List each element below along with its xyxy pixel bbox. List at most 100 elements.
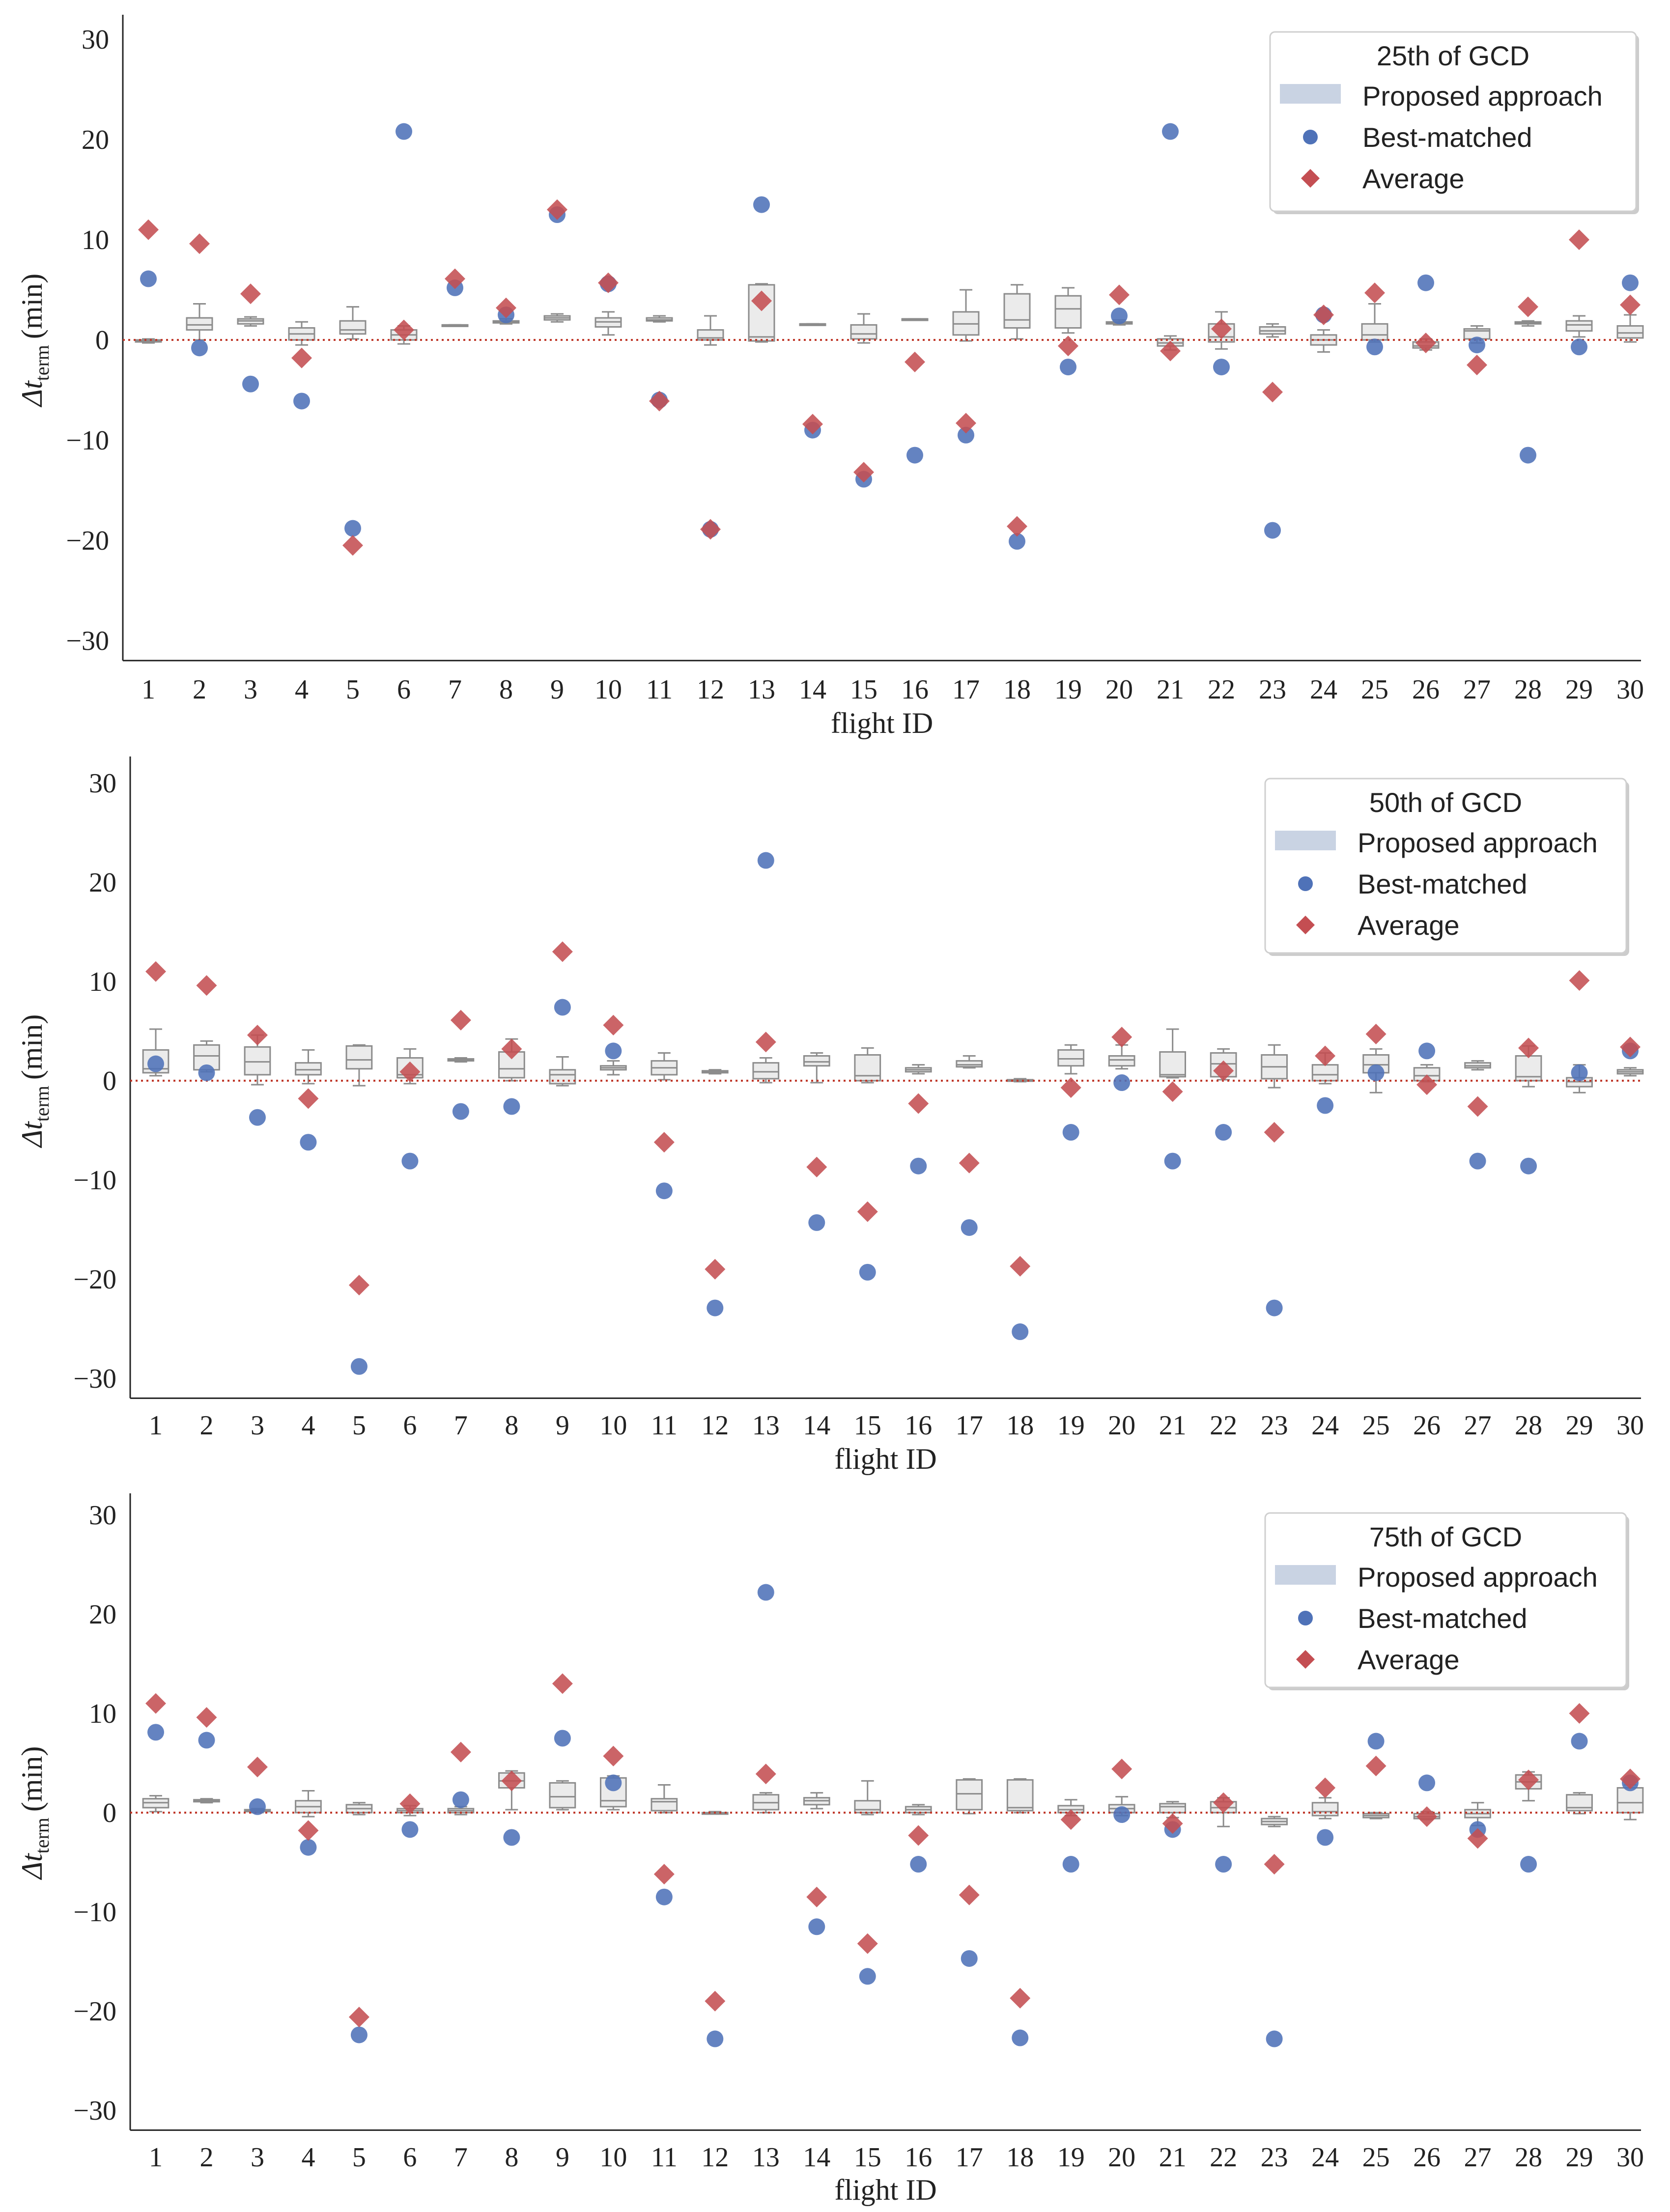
- box-body: [186, 317, 213, 331]
- x-tick-label: 7: [448, 674, 462, 705]
- best-matched-point: [1417, 274, 1434, 291]
- x-tick-label: 15: [854, 1410, 881, 1441]
- x-tick-label: 11: [651, 2142, 678, 2173]
- x-tick-label: 9: [550, 674, 564, 705]
- average-point: [1620, 1768, 1641, 1790]
- average-point: [1111, 1027, 1132, 1048]
- x-axis-label: flight ID: [834, 2174, 936, 2206]
- x-tick-label: 30: [1616, 674, 1644, 705]
- box-27: [1464, 1060, 1491, 1071]
- legend-label: Best-matched: [1362, 122, 1532, 153]
- best-matched-point: [910, 1157, 927, 1175]
- average-point: [196, 975, 217, 996]
- y-tick-label: 30: [89, 768, 116, 799]
- average-point: [1213, 1060, 1234, 1081]
- legend: 50th of GCD Proposed approach Best-matched…: [1264, 778, 1629, 956]
- average-point: [298, 1820, 319, 1841]
- x-tick-label: 4: [295, 674, 309, 705]
- legend: 25th of GCD Proposed approach Best-matched…: [1269, 31, 1639, 214]
- legend-title: 25th of GCD: [1377, 40, 1529, 71]
- x-tick-label: 7: [454, 1410, 468, 1441]
- best-matched-point: [605, 1774, 622, 1792]
- best-matched-point: [1113, 1806, 1131, 1823]
- best-matched-point: [554, 999, 571, 1016]
- y-tick-label: 10: [89, 967, 116, 997]
- y-axis-label-symbol: Δt: [16, 1121, 48, 1148]
- y-axis-label-symbol: Δt: [16, 380, 48, 407]
- box-24: [1311, 1797, 1339, 1820]
- box-4: [295, 1049, 322, 1085]
- best-matched-point: [958, 426, 974, 444]
- y-axis-label: Δtterm (min): [16, 1014, 53, 1148]
- x-tick-label: 6: [403, 1410, 417, 1441]
- y-tick-label: −10: [73, 1165, 116, 1196]
- box-body: [339, 320, 367, 335]
- best-matched-point: [859, 1263, 876, 1281]
- average-point: [1620, 294, 1641, 315]
- legend-swatch-average: [1301, 169, 1320, 188]
- y-axis-label-unit: (min): [16, 1746, 48, 1812]
- legend-swatch-best-matched: [1298, 876, 1313, 891]
- average-point: [1569, 1703, 1590, 1724]
- box-10: [599, 1060, 627, 1076]
- legend-label: Proposed approach: [1358, 827, 1598, 858]
- x-tick-label: 21: [1159, 2142, 1187, 2173]
- box-23: [1261, 1044, 1288, 1089]
- x-tick-label: 10: [599, 2142, 627, 2173]
- y-tick-label: 0: [103, 1066, 116, 1096]
- legend-label: Best-matched: [1358, 868, 1528, 899]
- box-3: [244, 1034, 271, 1086]
- x-tick-label: 16: [905, 1410, 932, 1441]
- x-tick-label: 18: [1003, 674, 1031, 705]
- x-tick-label: 11: [646, 674, 673, 705]
- x-tick-label: 12: [701, 1410, 729, 1441]
- average-point: [853, 462, 874, 483]
- best-matched-point: [147, 1055, 164, 1072]
- box-3: [237, 316, 264, 327]
- average-point: [705, 1990, 726, 2012]
- box-body: [498, 1051, 525, 1079]
- best-matched-point: [1266, 1299, 1283, 1316]
- box-24: [1311, 1052, 1339, 1085]
- x-tick-label: 17: [956, 2142, 983, 2173]
- average-point: [1211, 318, 1232, 339]
- box-1: [142, 1795, 170, 1813]
- legend-label: Proposed approach: [1362, 81, 1603, 112]
- x-tick-label: 4: [301, 2142, 315, 2173]
- box-17: [956, 1055, 983, 1069]
- x-tick-label: 3: [251, 1410, 264, 1441]
- average-point: [145, 1693, 166, 1714]
- best-matched-point: [1317, 1097, 1334, 1114]
- best-matched-point: [1520, 1856, 1537, 1873]
- box-body: [1616, 325, 1644, 339]
- average-point: [348, 2007, 369, 2028]
- box-body: [1616, 1787, 1644, 1814]
- average-point: [1162, 1081, 1183, 1102]
- best-matched-point: [1213, 359, 1230, 376]
- box-18: [1006, 1778, 1034, 1814]
- average-point: [700, 519, 721, 540]
- box-body: [1311, 1064, 1339, 1082]
- best-matched-point: [1571, 1064, 1588, 1081]
- average-point: [1058, 336, 1078, 357]
- best-matched-point: [1367, 1064, 1385, 1081]
- box-9: [543, 313, 571, 323]
- x-tick-label: 20: [1105, 674, 1133, 705]
- average-point: [501, 1770, 522, 1792]
- best-matched-point: [300, 1134, 317, 1151]
- y-axis-label-symbol: Δt: [16, 1853, 48, 1880]
- y-tick-label: 20: [89, 868, 116, 898]
- box-body: [956, 1060, 983, 1068]
- best-matched-point: [1622, 274, 1639, 291]
- x-tick-label: 10: [594, 674, 622, 705]
- average-point: [857, 1201, 878, 1222]
- x-tick-label: 14: [803, 2142, 830, 2173]
- box-29: [1565, 315, 1593, 338]
- average-point: [1010, 1256, 1031, 1277]
- best-matched-point: [1520, 1157, 1537, 1175]
- x-tick-label: 28: [1514, 674, 1542, 705]
- y-tick-label: −20: [73, 1996, 116, 2027]
- best-matched-point: [396, 123, 412, 140]
- legend-swatch-best-matched: [1303, 130, 1318, 144]
